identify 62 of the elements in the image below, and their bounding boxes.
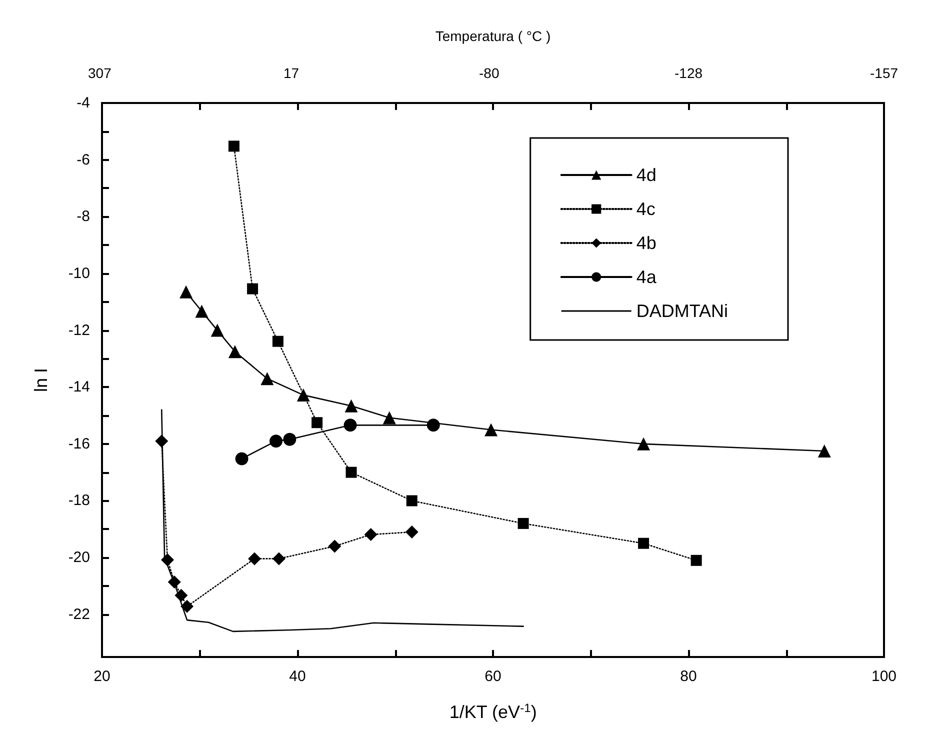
y-tick-label: -8 (76, 208, 90, 226)
point (168, 575, 181, 588)
y-tick-label: -6 (76, 151, 90, 168)
point (364, 528, 378, 542)
legend-label: 4c (636, 199, 656, 219)
y-tick-label: -20 (68, 549, 90, 566)
text: 307 (88, 65, 112, 81)
point (247, 283, 258, 294)
y-tick-label: -4 (76, 94, 90, 112)
legend-label: DADMTANi (636, 301, 728, 321)
text: 17 (284, 65, 300, 81)
point (180, 600, 194, 613)
point (235, 452, 248, 466)
point (638, 538, 650, 549)
text: -80 (479, 65, 500, 81)
point (818, 444, 831, 458)
point (272, 552, 286, 566)
point (272, 336, 284, 347)
point (518, 518, 529, 529)
point (484, 423, 498, 436)
x-tick-label: 100 (871, 668, 897, 685)
x2-axis-title: Temperatura ( °C ) (435, 28, 551, 44)
x-tick-label: 40 (289, 668, 306, 685)
point (346, 466, 357, 478)
point (195, 304, 208, 318)
point (228, 140, 240, 152)
point (406, 495, 418, 506)
point (405, 525, 418, 538)
point (637, 437, 650, 450)
point (344, 418, 357, 432)
point (160, 553, 174, 566)
text: -128 (674, 65, 703, 81)
legend-label: 4d (636, 165, 656, 185)
legend-label: 4b (636, 233, 656, 253)
y-tick-label: -14 (68, 378, 90, 396)
point (382, 411, 396, 424)
x-tick-label: 80 (680, 668, 697, 685)
point (248, 552, 261, 566)
y-tick-label: -18 (68, 492, 90, 510)
y-axis-title: ln I (31, 368, 51, 392)
point (180, 285, 193, 298)
point (426, 418, 440, 432)
x-tick-label: 60 (484, 668, 502, 685)
text: -157 (870, 65, 898, 81)
legend-label: 4a (636, 267, 658, 287)
point (260, 372, 274, 386)
point (312, 417, 323, 428)
point (283, 432, 296, 446)
point (228, 345, 242, 358)
x-tick-label: 20 (94, 668, 110, 685)
y-tick-label: -12 (68, 322, 90, 339)
y-tick-label: -16 (68, 435, 90, 452)
point (328, 540, 342, 553)
point (296, 388, 310, 402)
point (174, 588, 188, 602)
point (210, 324, 224, 337)
y-tick-label: -10 (68, 264, 90, 282)
point (344, 399, 358, 412)
point (155, 434, 168, 448)
point (270, 434, 282, 448)
point (690, 554, 702, 566)
y-tick-label: -22 (68, 606, 90, 623)
